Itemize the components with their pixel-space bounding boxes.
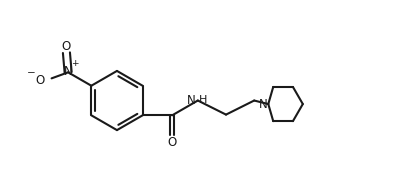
Text: −: − (27, 68, 36, 78)
Text: O: O (62, 40, 71, 53)
Text: N: N (259, 98, 268, 111)
Text: O: O (36, 74, 45, 87)
Text: +: + (71, 59, 78, 68)
Text: O: O (168, 136, 177, 149)
Text: H: H (198, 95, 207, 105)
Text: N: N (187, 94, 195, 107)
Text: N: N (64, 66, 72, 79)
